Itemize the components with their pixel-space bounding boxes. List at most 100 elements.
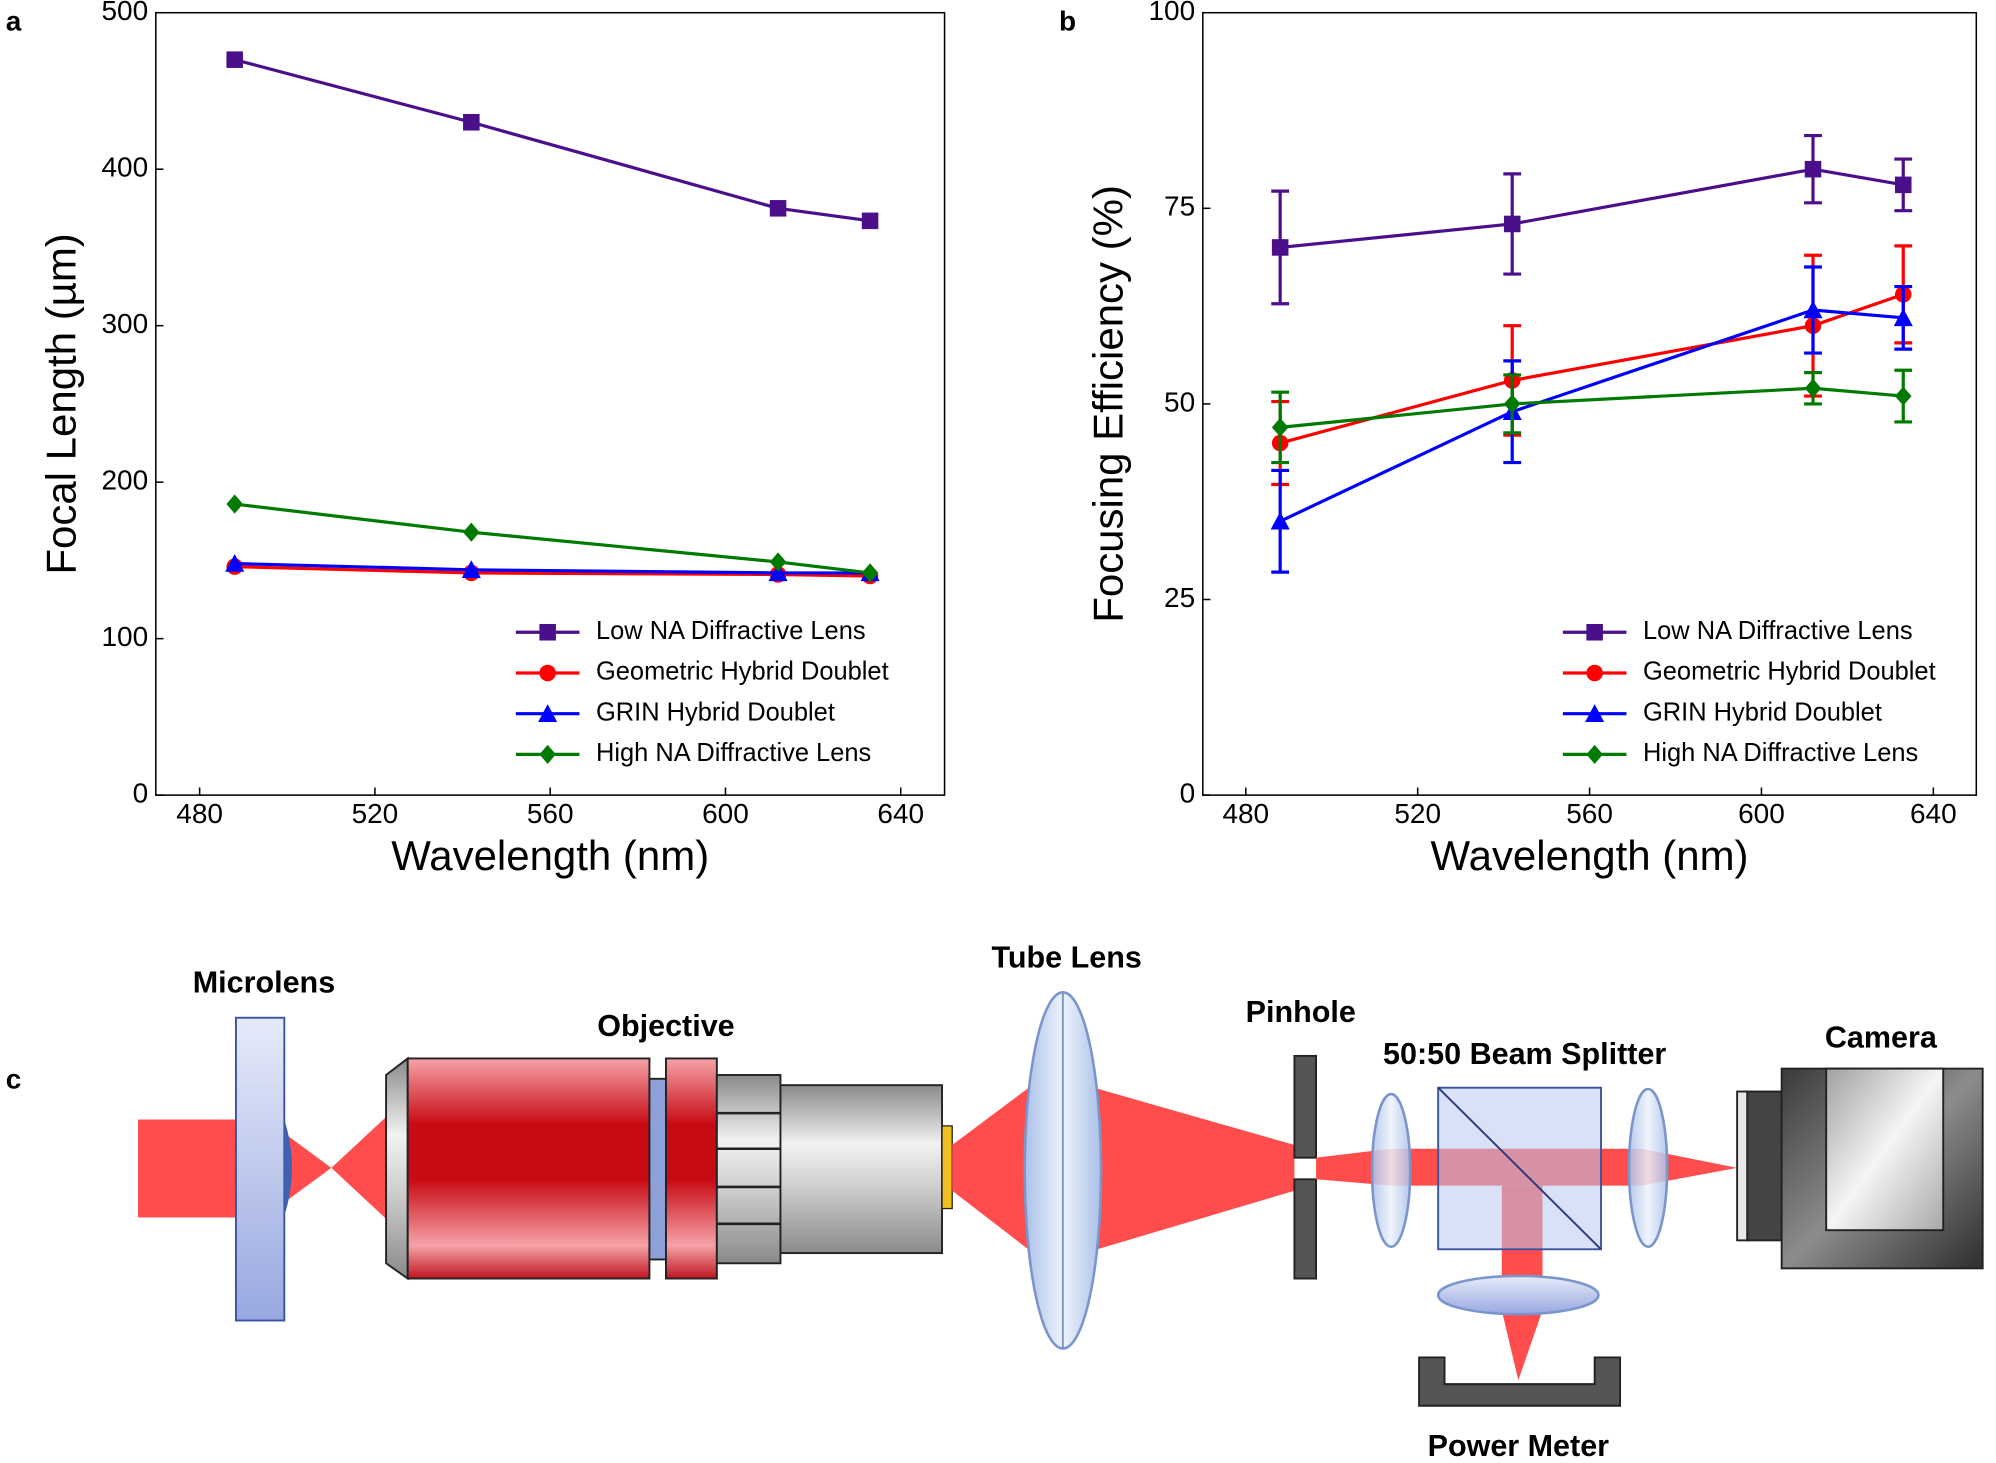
x-tick-label: 600 bbox=[702, 798, 749, 829]
x-tick-label: 560 bbox=[1566, 798, 1613, 829]
marker bbox=[1585, 704, 1605, 722]
y-tick-label: 100 bbox=[1149, 0, 1196, 26]
marker bbox=[1893, 308, 1913, 327]
x-tick-label: 560 bbox=[527, 798, 574, 829]
legend-label: Geometric Hybrid Doublet bbox=[596, 658, 889, 686]
marker bbox=[1586, 664, 1603, 682]
beam bbox=[1062, 1078, 1295, 1260]
x-tick-label: 640 bbox=[877, 798, 924, 829]
beam bbox=[288, 1136, 332, 1200]
camera-window bbox=[1736, 1090, 1749, 1242]
objective-ring bbox=[648, 1077, 667, 1261]
marker bbox=[225, 553, 245, 572]
objective-body bbox=[665, 1057, 718, 1280]
microlens bbox=[235, 1016, 286, 1322]
beam-splitter-diagonal bbox=[1437, 1087, 1602, 1250]
marker bbox=[1503, 394, 1521, 414]
objective-knurl bbox=[715, 1074, 782, 1265]
x-tick-label: 480 bbox=[176, 798, 223, 829]
legend-label: GRIN Hybrid Doublet bbox=[1643, 698, 1882, 726]
pinhole bbox=[1293, 1054, 1317, 1159]
marker bbox=[538, 704, 558, 722]
marker bbox=[226, 494, 243, 514]
y-axis-label: Focal Length (µm) bbox=[37, 233, 84, 574]
diagram-label: Pinhole bbox=[1246, 995, 1356, 1029]
objective-body bbox=[406, 1057, 651, 1280]
marker bbox=[226, 51, 243, 68]
marker bbox=[539, 664, 556, 682]
objective-barrel bbox=[779, 1084, 943, 1255]
legend-label: High NA Diffractive Lens bbox=[1643, 739, 1918, 767]
y-tick-label: 300 bbox=[102, 308, 149, 339]
series-line bbox=[234, 561, 871, 575]
panel-label: b bbox=[1059, 5, 1076, 36]
panel-label: c bbox=[6, 1064, 22, 1095]
diagram-label: Power Meter bbox=[1428, 1429, 1610, 1463]
lens bbox=[1370, 1092, 1412, 1249]
marker bbox=[463, 522, 480, 542]
marker bbox=[1586, 624, 1603, 641]
diagram-label: Microlens bbox=[193, 966, 335, 1000]
y-tick-label: 100 bbox=[102, 621, 149, 652]
series-line bbox=[1280, 167, 1904, 250]
objective-tip bbox=[941, 1125, 953, 1210]
marker bbox=[861, 212, 879, 230]
series-line bbox=[1280, 386, 1904, 429]
x-tick-label: 480 bbox=[1222, 798, 1269, 829]
series-line bbox=[1279, 308, 1904, 523]
power-meter bbox=[1418, 1356, 1622, 1407]
marker bbox=[1503, 215, 1521, 233]
diagram-label: Camera bbox=[1825, 1020, 1938, 1054]
marker bbox=[861, 563, 879, 583]
marker bbox=[463, 113, 480, 131]
x-tick-label: 520 bbox=[352, 798, 399, 829]
marker bbox=[1271, 239, 1289, 256]
x-tick-label: 600 bbox=[1738, 798, 1785, 829]
beam bbox=[138, 1119, 238, 1218]
marker bbox=[1894, 386, 1912, 406]
marker bbox=[539, 744, 556, 764]
x-axis-label: Wavelength (nm) bbox=[1431, 832, 1749, 879]
marker bbox=[1894, 176, 1912, 194]
marker bbox=[1803, 300, 1823, 319]
pinhole bbox=[1293, 1178, 1317, 1280]
series-line bbox=[234, 565, 871, 578]
series-line bbox=[234, 502, 871, 575]
camera-mount bbox=[1746, 1090, 1783, 1242]
marker bbox=[1586, 744, 1603, 764]
marker bbox=[768, 563, 788, 582]
marker bbox=[1271, 417, 1289, 437]
x-tick-label: 520 bbox=[1394, 798, 1441, 829]
beam bbox=[331, 1116, 387, 1219]
panel-label: a bbox=[6, 5, 22, 36]
camera-sensor bbox=[1825, 1067, 1945, 1232]
legend-label: GRIN Hybrid Doublet bbox=[596, 698, 835, 726]
y-axis-label: Focusing Efficiency (%) bbox=[1084, 185, 1131, 623]
diagram-label: Tube Lens bbox=[992, 940, 1142, 974]
legend-label: High NA Diffractive Lens bbox=[596, 739, 871, 767]
diagram-label: 50:50 Beam Splitter bbox=[1383, 1037, 1666, 1071]
y-tick-label: 75 bbox=[1164, 191, 1195, 222]
lens bbox=[1627, 1087, 1669, 1249]
lens bbox=[1436, 1274, 1600, 1316]
diagram-label: Objective bbox=[597, 1009, 734, 1043]
marker bbox=[769, 200, 787, 217]
setup-diagram: Microlens Objective Tube Lens Pinhole 50… bbox=[138, 940, 1984, 1463]
objective-front bbox=[385, 1056, 409, 1281]
microlens-surface bbox=[284, 1119, 292, 1217]
legend-label: Low NA Diffractive Lens bbox=[596, 617, 866, 645]
marker bbox=[539, 624, 556, 641]
legend-label: Geometric Hybrid Doublet bbox=[1643, 658, 1936, 686]
marker bbox=[461, 560, 481, 579]
y-tick-label: 400 bbox=[102, 152, 149, 183]
series-line bbox=[234, 58, 871, 223]
series-line bbox=[1279, 292, 1904, 445]
x-axis-label: Wavelength (nm) bbox=[391, 832, 709, 879]
y-tick-label: 500 bbox=[102, 0, 149, 26]
objective-knurl-lines bbox=[716, 1111, 781, 1226]
y-tick-label: 0 bbox=[133, 777, 149, 808]
x-tick-label: 640 bbox=[1910, 798, 1957, 829]
y-tick-label: 50 bbox=[1164, 386, 1195, 417]
y-tick-label: 0 bbox=[1180, 777, 1196, 808]
